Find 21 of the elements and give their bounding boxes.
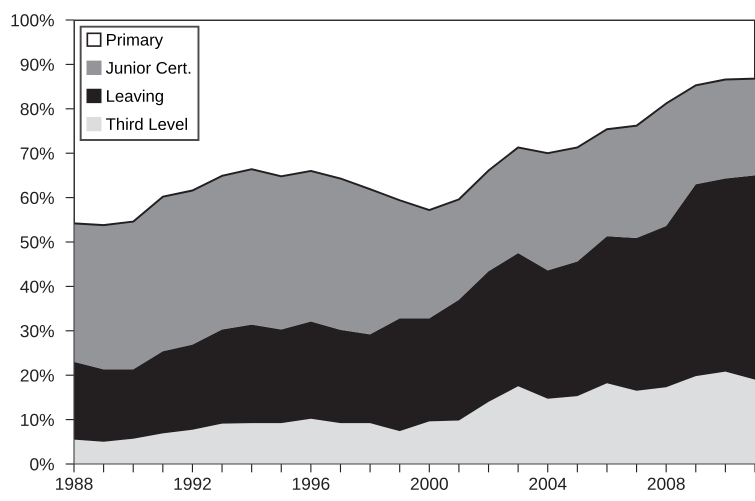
x-tick-label: 1996 <box>292 478 330 490</box>
legend-label: Leaving <box>107 90 163 106</box>
y-tick-label: 100% <box>11 14 54 26</box>
y-tick-label: 80% <box>20 102 54 116</box>
legend-label: Third Level <box>106 118 187 130</box>
y-tick-label: 0% <box>30 458 54 470</box>
y-tick-label: 60% <box>20 192 54 204</box>
legend-label: Primary <box>107 33 164 49</box>
x-tick-label: 2008 <box>648 478 685 490</box>
x-tick-label: 2000 <box>410 478 448 490</box>
y-tick-label: 40% <box>20 280 54 293</box>
legend-label: Junior Cert. <box>106 62 190 74</box>
x-tick-label: 1988 <box>56 478 93 490</box>
x-tick-label: 2004 <box>529 478 567 490</box>
y-tick-label: 50% <box>20 236 54 248</box>
y-tick-label: 20% <box>20 369 54 382</box>
y-tick-label: 90% <box>20 58 54 71</box>
y-tick-label: 70% <box>20 147 54 160</box>
y-tick-label: 10% <box>21 414 54 426</box>
x-tick-label: 1992 <box>174 478 211 490</box>
y-tick-label: 30% <box>20 324 54 338</box>
